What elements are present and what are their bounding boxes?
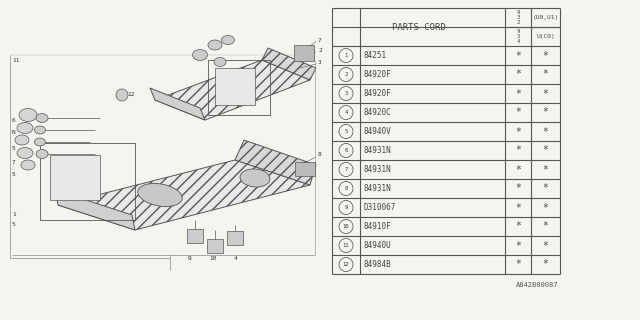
Text: 84984B: 84984B	[364, 260, 392, 269]
Text: U(C0): U(C0)	[536, 34, 555, 39]
Polygon shape	[215, 68, 255, 105]
FancyBboxPatch shape	[187, 229, 203, 243]
Text: 3: 3	[318, 60, 322, 65]
Text: A842B00087: A842B00087	[515, 282, 558, 288]
Text: 9: 9	[344, 205, 348, 210]
Polygon shape	[55, 190, 135, 230]
FancyBboxPatch shape	[294, 45, 314, 61]
Text: *: *	[543, 51, 548, 60]
Polygon shape	[58, 160, 310, 230]
Text: 2: 2	[344, 72, 348, 77]
Text: *: *	[543, 203, 548, 212]
Text: 12: 12	[343, 262, 349, 267]
Ellipse shape	[19, 108, 37, 122]
Text: *: *	[543, 260, 548, 269]
Text: *: *	[515, 164, 521, 174]
Ellipse shape	[17, 148, 33, 158]
Text: PARTS CORD: PARTS CORD	[392, 22, 445, 31]
FancyBboxPatch shape	[227, 231, 243, 245]
Ellipse shape	[193, 50, 207, 60]
Text: 5: 5	[12, 146, 16, 150]
Text: 4: 4	[234, 255, 238, 260]
Text: 84931N: 84931N	[364, 165, 392, 174]
Text: 10: 10	[343, 224, 349, 229]
FancyBboxPatch shape	[295, 162, 315, 176]
Ellipse shape	[35, 126, 45, 134]
Text: *: *	[515, 69, 521, 79]
Text: *: *	[515, 51, 521, 60]
Text: 2: 2	[318, 47, 322, 52]
Text: 84251: 84251	[364, 51, 387, 60]
Ellipse shape	[21, 160, 35, 170]
Text: 6: 6	[344, 148, 348, 153]
Text: *: *	[543, 183, 548, 194]
Text: 5: 5	[344, 129, 348, 134]
Ellipse shape	[208, 40, 222, 50]
Polygon shape	[150, 88, 205, 120]
Text: 1: 1	[12, 212, 16, 218]
Text: *: *	[543, 146, 548, 156]
Text: 8: 8	[318, 153, 322, 157]
Text: *: *	[543, 69, 548, 79]
Text: *: *	[515, 183, 521, 194]
Ellipse shape	[35, 138, 45, 146]
Text: 8: 8	[344, 186, 348, 191]
Ellipse shape	[17, 123, 33, 133]
Text: *: *	[515, 241, 521, 251]
Text: *: *	[515, 146, 521, 156]
Text: 84920F: 84920F	[364, 89, 392, 98]
Text: *: *	[515, 126, 521, 137]
Text: 84910F: 84910F	[364, 222, 392, 231]
Ellipse shape	[36, 149, 48, 158]
Text: 84920F: 84920F	[364, 70, 392, 79]
Text: 11: 11	[12, 58, 19, 62]
Text: 84940V: 84940V	[364, 127, 392, 136]
FancyBboxPatch shape	[207, 239, 223, 253]
Ellipse shape	[214, 58, 226, 67]
Text: D310067: D310067	[364, 203, 396, 212]
Text: 5: 5	[12, 222, 16, 228]
Text: 9
3
4: 9 3 4	[516, 29, 520, 44]
Text: 1: 1	[344, 53, 348, 58]
Ellipse shape	[221, 36, 234, 44]
Text: *: *	[543, 89, 548, 99]
Ellipse shape	[36, 114, 48, 123]
Text: *: *	[515, 260, 521, 269]
Text: *: *	[515, 108, 521, 117]
Circle shape	[116, 89, 128, 101]
Text: 6: 6	[12, 117, 16, 123]
Text: 7: 7	[12, 159, 16, 164]
Text: 7: 7	[318, 37, 322, 43]
Text: (U0,U1): (U0,U1)	[532, 15, 559, 20]
Text: *: *	[543, 221, 548, 231]
Ellipse shape	[15, 135, 29, 145]
Text: 11: 11	[343, 243, 349, 248]
Text: *: *	[543, 108, 548, 117]
Polygon shape	[155, 60, 310, 120]
Polygon shape	[235, 140, 316, 185]
Text: 4: 4	[344, 110, 348, 115]
Text: 7: 7	[344, 167, 348, 172]
Polygon shape	[262, 48, 316, 80]
Text: 12: 12	[127, 92, 134, 98]
Text: *: *	[543, 164, 548, 174]
Text: 84931N: 84931N	[364, 184, 392, 193]
Text: *: *	[543, 241, 548, 251]
Text: *: *	[515, 89, 521, 99]
Text: *: *	[515, 221, 521, 231]
Text: 3: 3	[344, 91, 348, 96]
Ellipse shape	[240, 169, 270, 187]
Text: *: *	[543, 126, 548, 137]
Text: 10: 10	[209, 255, 217, 260]
Text: *: *	[515, 203, 521, 212]
Text: 9: 9	[188, 255, 192, 260]
Text: 5: 5	[12, 172, 16, 178]
Text: 84931N: 84931N	[364, 146, 392, 155]
Text: 9
3
2: 9 3 2	[516, 10, 520, 25]
Text: 84940U: 84940U	[364, 241, 392, 250]
Text: N: N	[12, 131, 16, 135]
Polygon shape	[50, 155, 100, 200]
Ellipse shape	[138, 183, 182, 206]
Text: 84920C: 84920C	[364, 108, 392, 117]
